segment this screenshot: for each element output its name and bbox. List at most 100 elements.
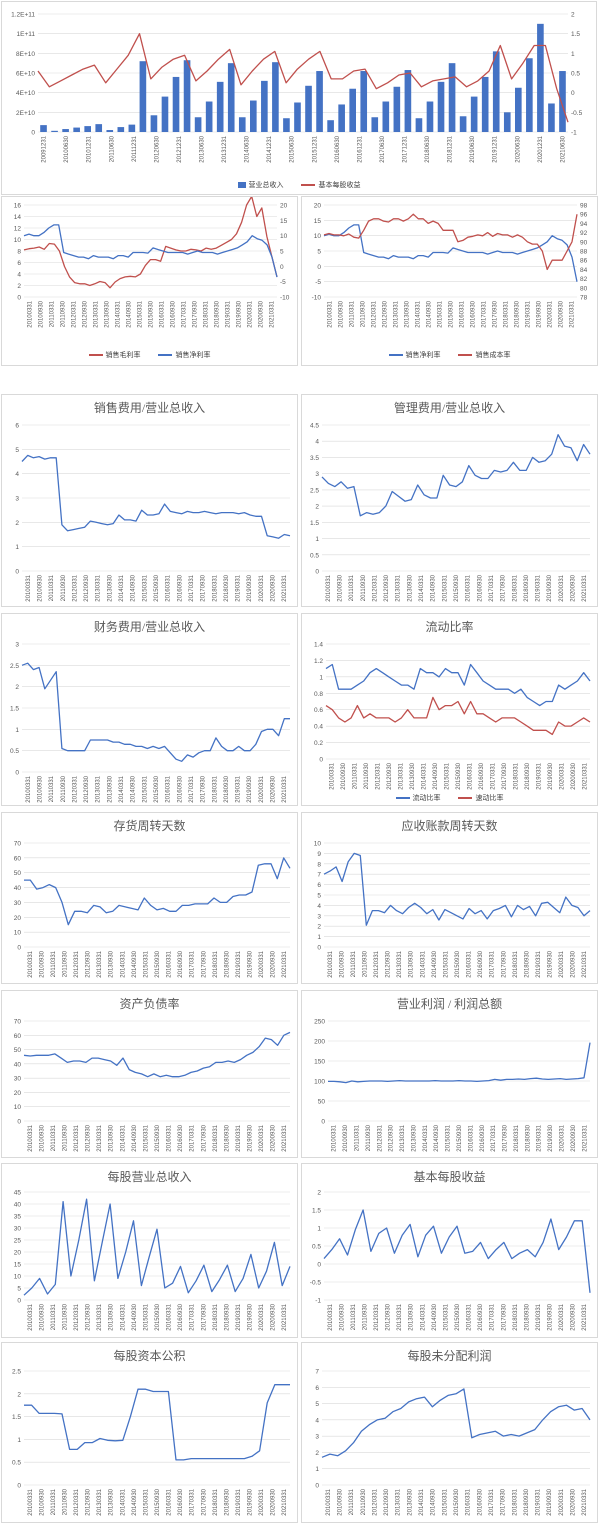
bar — [106, 130, 114, 132]
x-tick-label: 20170331 — [490, 762, 496, 789]
y-tick-label: 0 — [317, 1262, 321, 1269]
chart-revenue-eps: 0 2E+10 4E+10 6E+10 8E+10 1E+11 1.2E+11 -1 -0.5 0… — [11, 12, 583, 163]
y-tick-label: 0 — [17, 945, 21, 952]
x-tick-label: 20140331 — [120, 950, 126, 977]
y-tick-label: 4 — [15, 471, 19, 478]
y-tick-label: 2 — [15, 684, 19, 691]
x-tick-label: 20150930 — [455, 1303, 461, 1330]
series-line — [323, 224, 578, 282]
y2-tick-label: -10 — [280, 295, 290, 302]
y-tick-label: 14 — [14, 214, 22, 221]
x-tick-label: 20150331 — [143, 1303, 149, 1330]
x-tick-label: 20200331 — [259, 1124, 265, 1151]
x-tick-label: 20150331 — [443, 950, 449, 977]
y2-tick-label: 2 — [571, 12, 575, 19]
x-tick-label: 20160331 — [167, 1124, 173, 1151]
x-tick-label: 20120331 — [372, 1488, 378, 1515]
x-tick-label: 20140930 — [132, 1303, 138, 1330]
x-tick-label: 20120930 — [389, 1124, 395, 1151]
x-tick-label: 20120930 — [86, 1488, 92, 1515]
bar — [161, 96, 169, 132]
x-tick-label: 20180331 — [513, 950, 519, 977]
series-line — [23, 1031, 291, 1078]
chart-selling-expense: 0 1 2 3 4 5 6 20100331 20100930 20110331 20110930 2… — [15, 423, 291, 602]
x-tick-label: 20180930 — [224, 950, 230, 977]
x-tick-label: 20150930 — [155, 950, 161, 977]
x-tick-label: 20210331 — [582, 1488, 588, 1515]
chart-title: 财务费用/营业总收入 — [93, 620, 206, 634]
x-tick-label: 20170630 — [380, 135, 386, 162]
x-tick-label: 20120930 — [384, 1488, 390, 1515]
x-tick-label: 20190930 — [548, 1303, 554, 1330]
y-tick-label: 1.2E+11 — [11, 12, 35, 19]
y-tick-label: 0 — [15, 770, 19, 777]
x-tick-label: 20180331 — [213, 1124, 219, 1151]
y-tick-label: 1 — [319, 674, 323, 681]
y-tick-label: 1 — [15, 544, 19, 551]
bar — [250, 100, 257, 132]
x-tick-label: 20091231 — [42, 135, 48, 162]
legend-label: 销售毛利率 — [105, 352, 141, 359]
x-tick-label: 20120331 — [74, 1488, 80, 1515]
x-tick-label: 20181231 — [448, 135, 454, 162]
x-tick-label: 20110331 — [51, 1124, 57, 1151]
y-tick-label: 3.5 — [310, 455, 319, 462]
x-tick-label: 20140331 — [120, 1303, 126, 1330]
x-tick-label: 20160930 — [478, 1303, 484, 1330]
x-tick-label: 20180331 — [513, 762, 519, 789]
x-tick-label: 20100930 — [339, 1303, 345, 1330]
x-tick-label: 20160930 — [178, 950, 184, 977]
x-tick-label: 20170331 — [490, 950, 496, 977]
x-tick-label: 20180331 — [512, 1488, 518, 1515]
y-tick-label: 6 — [317, 882, 321, 889]
x-tick-label: 20200930 — [271, 950, 277, 977]
y-tick-label: 8 — [317, 861, 321, 868]
y2-tick-label: 90 — [580, 239, 588, 246]
x-tick-label: 20170930 — [201, 1303, 207, 1330]
x-tick-label: 20150331 — [138, 300, 144, 327]
x-tick-label: 20200331 — [259, 775, 265, 802]
chart-panel-admin-expense: 管理费用/营业总收入 0 0.5 1 1.5 2 2.5 3 3.5 4 4.5 20100331 2… — [301, 394, 598, 607]
x-tick-label: 20100930 — [337, 574, 343, 601]
y-tick-label: 10 — [14, 930, 22, 937]
y-tick-label: 5 — [315, 1401, 319, 1408]
y-tick-label: 1 — [317, 1226, 321, 1233]
x-tick-label: 20100331 — [26, 574, 32, 601]
x-tick-label: 20160331 — [468, 1124, 474, 1151]
bar — [448, 63, 456, 132]
x-tick-label: 20110930 — [62, 1488, 68, 1515]
x-tick-label: 20130930 — [109, 1488, 115, 1515]
x-tick-label: 20130930 — [409, 950, 415, 977]
x-tick-label: 20100930 — [39, 950, 45, 977]
x-tick-label: 20140930 — [432, 1303, 438, 1330]
x-tick-label: 20170331 — [490, 1303, 496, 1330]
x-tick-label: 20130930 — [405, 300, 411, 327]
y-tick-label: 1 — [315, 536, 319, 543]
y-tick-label: 4.5 — [310, 423, 319, 430]
x-tick-label: 20160331 — [467, 1303, 473, 1330]
x-tick-label: 20160331 — [167, 1488, 173, 1515]
x-tick-label: 20190930 — [548, 950, 554, 977]
chart-panel-selling-expense: 销售费用/营业总收入 0 1 2 3 4 5 6 20100331 20100930 201103… — [1, 394, 298, 607]
x-tick-label: 20160331 — [467, 762, 473, 789]
y-tick-label: 70 — [14, 841, 22, 848]
x-tick-label: 20160331 — [167, 950, 173, 977]
y-tick-label: 60 — [14, 1033, 22, 1040]
chart-panel-revenue-eps: 0 2E+10 4E+10 6E+10 8E+10 1E+11 1.2E+11 -1 -0.5 0… — [1, 1, 597, 195]
x-tick-label: 20140331 — [120, 1488, 126, 1515]
y-tick-label: 2 — [17, 283, 21, 290]
x-tick-label: 20190331 — [226, 300, 232, 327]
x-tick-label: 20200930 — [271, 574, 277, 601]
series-line — [323, 852, 591, 926]
y-tick-label: 50 — [318, 1099, 326, 1106]
chart-title: 销售费用/营业总收入 — [93, 401, 206, 415]
x-tick-label: 20140331 — [119, 775, 125, 802]
x-tick-label: 20200930 — [271, 1124, 277, 1151]
x-tick-label: 20150331 — [142, 775, 148, 802]
x-tick-label: 20140930 — [433, 762, 439, 789]
x-tick-label: 20190930 — [248, 1488, 254, 1515]
y-tick-label: 10 — [314, 841, 322, 848]
series-line — [24, 857, 291, 926]
x-tick-label: 20101231 — [87, 135, 93, 162]
bar — [139, 61, 147, 133]
